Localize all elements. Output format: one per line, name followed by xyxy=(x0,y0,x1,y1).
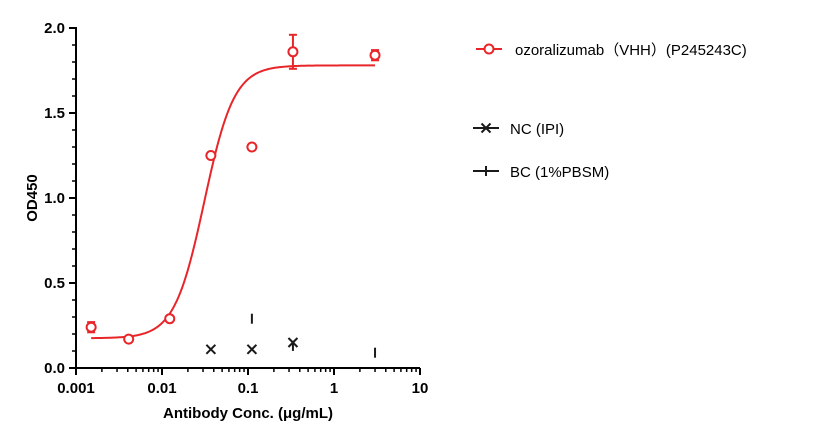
point-series-0-2 xyxy=(164,313,176,325)
legend-label-series-1: NC (IPI) xyxy=(510,121,564,138)
x-tick-label-3: 1 xyxy=(330,380,338,397)
point-series-1-0 xyxy=(205,344,217,355)
point-series-1-1 xyxy=(246,344,258,355)
y-tick-label-2: 1.0 xyxy=(44,190,65,207)
fit-curve-series-0 xyxy=(91,64,376,340)
point-series-0-1 xyxy=(123,333,135,345)
point-series-0-0 xyxy=(85,321,97,333)
x-axis-ticks: 0.001 0.01 0.1 1 10 xyxy=(57,368,428,397)
legend-symbol xyxy=(480,122,492,134)
point-series-0-5 xyxy=(287,46,299,58)
point-series-0-6 xyxy=(369,49,381,61)
x-tick-label-1: 0.01 xyxy=(147,380,176,397)
x-tick-label-0: 0.001 xyxy=(57,380,95,397)
legend-symbol xyxy=(483,43,495,55)
y-tick-label-3: 1.5 xyxy=(44,105,65,122)
legend-marker-series-1 xyxy=(473,122,499,134)
y-tick-label-4: 2.0 xyxy=(44,20,65,37)
legend-label-series-0: ozoralizumab（VHH）(P245243C) xyxy=(515,42,747,59)
y-tick-label-1: 0.5 xyxy=(44,275,65,292)
x-tick-label-4: 10 xyxy=(412,380,429,397)
legend-item-series-0: ozoralizumab（VHH）(P245243C) xyxy=(476,42,747,59)
data-points xyxy=(85,33,381,358)
y-tick-label-0: 0.0 xyxy=(44,360,65,377)
y-axis-title: OD450 xyxy=(24,174,41,222)
fit-curves xyxy=(91,64,376,340)
legend-marker-series-0 xyxy=(476,43,502,55)
point-series-0-3 xyxy=(205,150,217,161)
y-axis-ticks: 0.0 0.5 1.0 1.5 2.0 xyxy=(44,20,76,377)
legend-label-series-2: BC (1%PBSM) xyxy=(510,164,609,181)
point-series-0-4 xyxy=(246,141,258,153)
legend-item-series-1: NC (IPI) xyxy=(473,121,564,138)
legend-item-series-2: BC (1%PBSM) xyxy=(473,164,609,181)
legend-marker-series-2 xyxy=(473,166,499,176)
x-tick-label-2: 0.1 xyxy=(238,380,259,397)
legend: ozoralizumab（VHH）(P245243C) NC (IPI) BC … xyxy=(473,42,747,181)
x-axis-title: Antibody Conc. (μg/mL) xyxy=(163,405,333,422)
